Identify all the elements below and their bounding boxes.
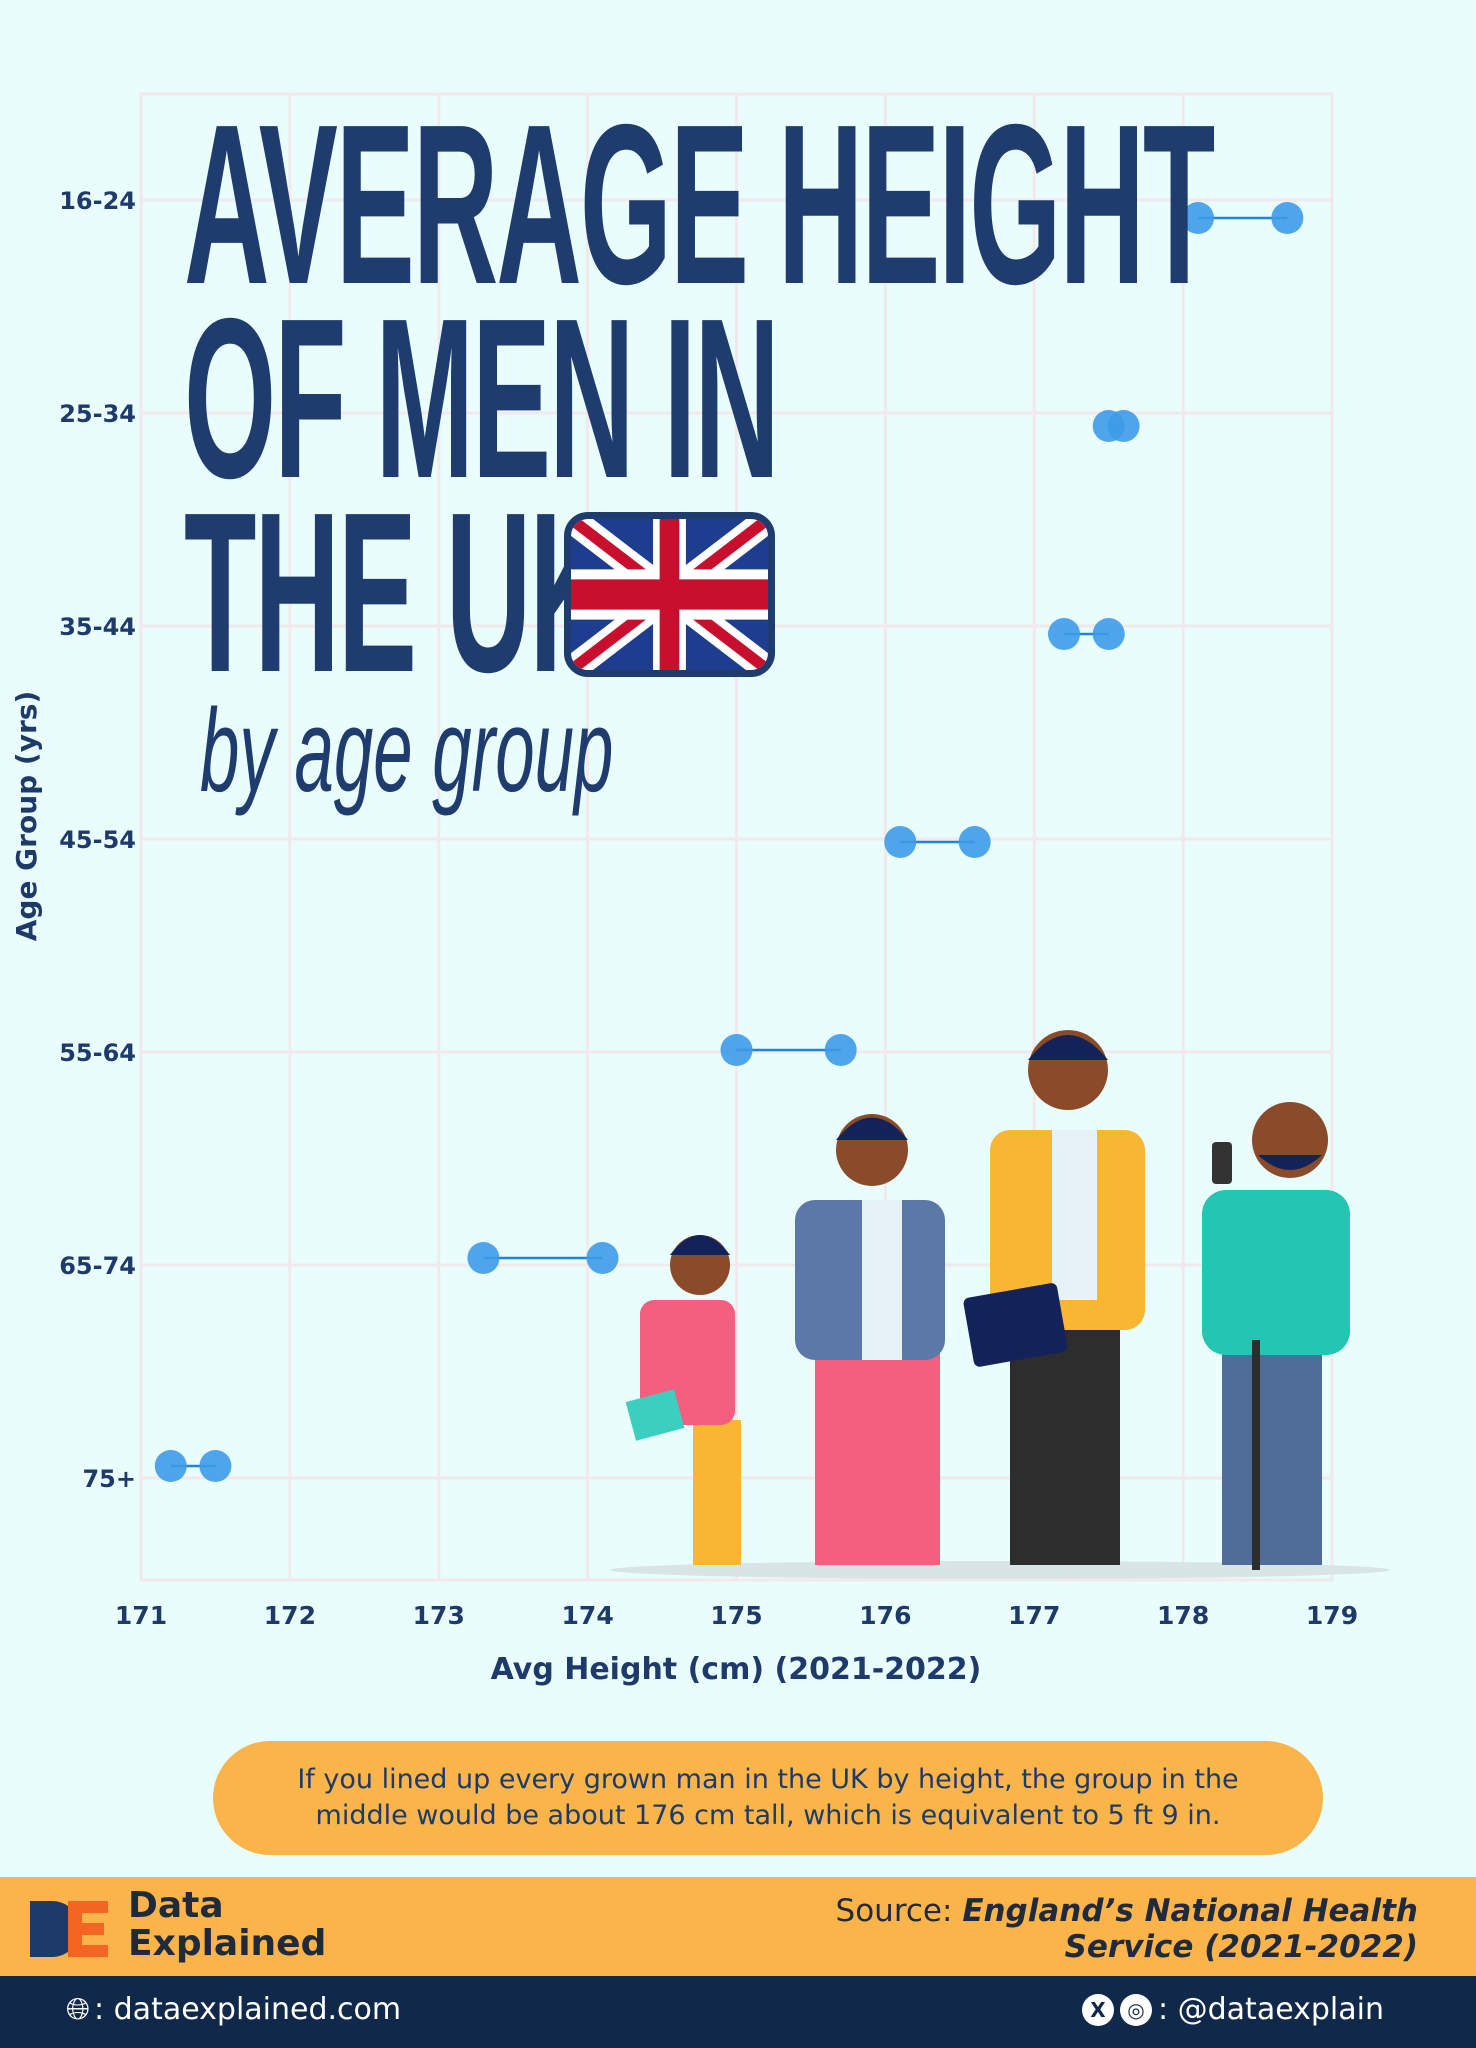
footer-brand-band: Data Explained Source: England’s Nationa… xyxy=(0,1877,1476,1976)
globe-icon: 🌐︎ xyxy=(66,1992,90,2027)
x-tick-label: 174 xyxy=(562,1601,614,1630)
dot-high xyxy=(1271,202,1304,234)
dot-high xyxy=(586,1242,619,1274)
source-label: Source: xyxy=(835,1893,953,1929)
x-tick-label: 173 xyxy=(413,1601,465,1630)
footer-contact-band: 🌐︎ : dataexplained.com X ◎ : @dataexplai… xyxy=(0,1976,1476,2048)
y-tick-label: 55-64 xyxy=(59,1039,136,1067)
dot-high xyxy=(1107,410,1140,442)
dot-low xyxy=(884,826,917,858)
x-tick-labels: 171 172 173 174 175 176 177 178 179 xyxy=(115,1601,1358,1630)
website-text: : dataexplained.com xyxy=(94,1992,402,2027)
y-tick-labels: 16-24 25-34 35-44 45-54 55-64 65-74 75+ xyxy=(59,187,136,1493)
source-line-1: England’s National Health xyxy=(962,1893,1418,1929)
y-tick-label: 75+ xyxy=(82,1465,136,1493)
y-axis-label: Age Group (yrs) xyxy=(10,691,43,942)
social-handle[interactable]: X ◎ : @dataexplain xyxy=(1081,1992,1384,2027)
x-tick-label: 171 xyxy=(115,1601,167,1630)
uk-flag-icon xyxy=(564,512,775,677)
website-link[interactable]: 🌐︎ : dataexplained.com xyxy=(66,1992,401,2027)
dot-high xyxy=(958,826,991,858)
dumbbell-chart: 16-24 25-34 35-44 45-54 55-64 65-74 75+ 171 172… xyxy=(10,92,1390,1687)
title-line-3: THE UK xyxy=(184,466,615,720)
dot-low xyxy=(1048,618,1081,650)
x-tick-label: 175 xyxy=(710,1601,762,1630)
x-axis-label: Avg Height (cm) (2021-2022) xyxy=(491,1652,982,1687)
brand-line-1: Data xyxy=(128,1885,224,1926)
x-tick-label: 177 xyxy=(1008,1601,1060,1630)
brand-line-2: Explained xyxy=(128,1923,327,1964)
y-tick-label: 16-24 xyxy=(59,187,136,215)
source-line-2: Service (2021-2022) xyxy=(1064,1929,1418,1965)
x-tick-label: 178 xyxy=(1157,1601,1209,1630)
x-tick-label: 179 xyxy=(1306,1601,1358,1630)
y-tick-label: 65-74 xyxy=(59,1252,136,1280)
dot-high xyxy=(199,1450,232,1482)
chart-subtitle: by age group xyxy=(200,685,614,817)
social-handle-text: : @dataexplain xyxy=(1157,1992,1384,2027)
data-explained-logo xyxy=(30,1901,108,1957)
x-tick-label: 176 xyxy=(859,1601,911,1630)
dot-high xyxy=(824,1034,857,1066)
chart-marks xyxy=(154,202,1304,1482)
x-icon: X xyxy=(1081,1993,1114,2026)
dot-low xyxy=(467,1242,500,1274)
dot-high xyxy=(1092,618,1125,650)
y-tick-label: 45-54 xyxy=(59,826,136,854)
callout-note: If you lined up every grown man in the U… xyxy=(213,1741,1323,1855)
y-tick-label: 25-34 xyxy=(59,400,136,428)
x-tick-label: 172 xyxy=(264,1601,316,1630)
brand-name: Data Explained xyxy=(128,1887,326,1963)
dot-low xyxy=(1182,202,1215,234)
dot-low xyxy=(154,1450,187,1482)
source-credit: Source: England’s National Health Servic… xyxy=(836,1893,1418,1965)
instagram-icon: ◎ xyxy=(1119,1993,1152,2026)
dot-low xyxy=(720,1034,753,1066)
title-line-1: AVERAGE HEIGHT xyxy=(184,78,1215,332)
y-tick-label: 35-44 xyxy=(59,613,136,641)
title-line-2: OF MEN IN xyxy=(184,272,780,526)
people-illustration xyxy=(610,1030,1390,1579)
